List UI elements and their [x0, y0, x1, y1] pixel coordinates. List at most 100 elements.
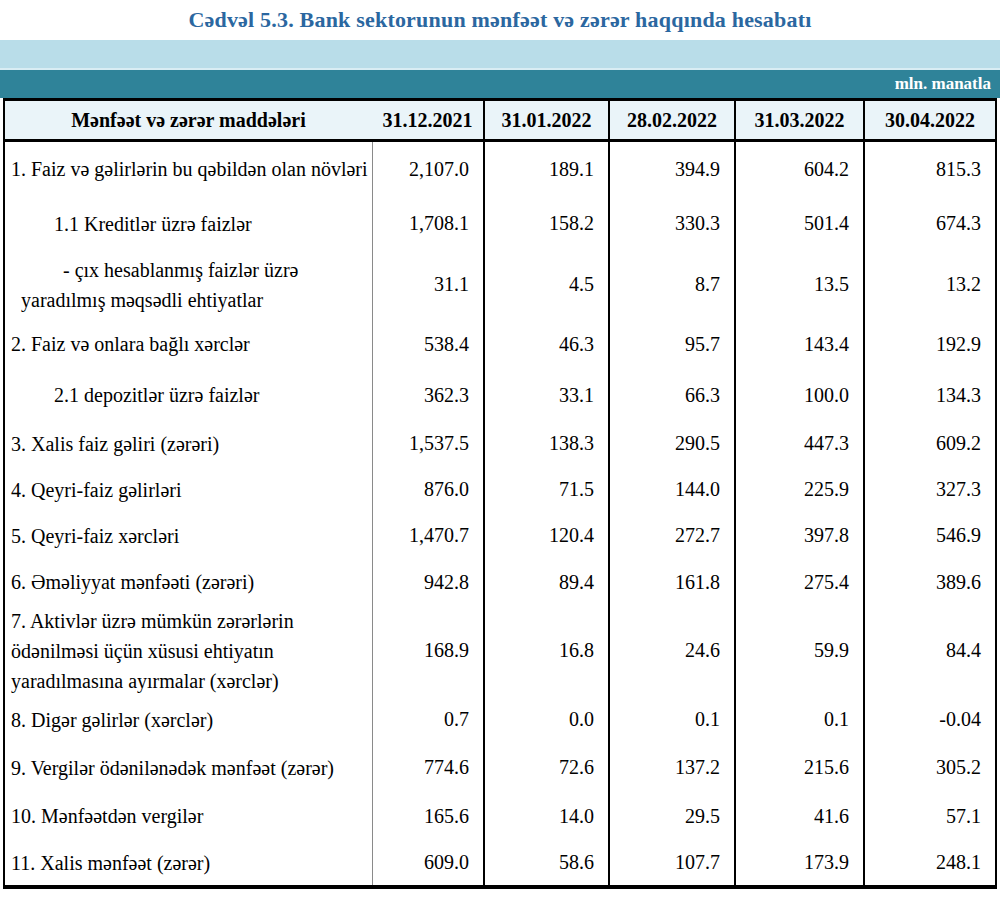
page-title: Cədvəl 5.3. Bank sektorunun mənfəət və z… — [0, 0, 1000, 40]
value-cell: 189.1 — [484, 141, 609, 197]
table-row: 4. Qeyri-faiz gəlirləri876.071.5144.0225… — [4, 467, 996, 513]
row-label: 10. Mənfəətdən vergilər — [4, 792, 372, 841]
value-cell: 89.4 — [484, 559, 609, 606]
column-header-date: 31.12.2021 — [372, 100, 484, 141]
value-cell: 2,107.0 — [372, 141, 484, 197]
row-label: 7. Aktivlər üzrə mümkün zərərlərin ödəni… — [4, 606, 372, 696]
table-row: 9. Vergilər ödənilənədək mənfəət (zərər)… — [4, 744, 996, 792]
pnl-table: Mənfəət və zərər maddələri31.12.202131.0… — [3, 98, 997, 889]
value-cell: 107.7 — [609, 841, 735, 887]
value-cell: 1,470.7 — [372, 513, 484, 559]
table-row: 2.1 depozitlər üzrə faizlər362.333.166.3… — [4, 370, 996, 421]
table-row: 1. Faiz və gəlirlərin bu qəbildən olan n… — [4, 141, 996, 197]
row-label: 5. Qeyri-faiz xərcləri — [4, 513, 372, 559]
value-cell: 8.7 — [609, 251, 735, 319]
header-row: Mənfəət və zərər maddələri31.12.202131.0… — [4, 100, 996, 141]
value-cell: 248.1 — [864, 841, 996, 887]
row-label: 2.1 depozitlər üzrə faizlər — [4, 370, 372, 421]
value-cell: 168.9 — [372, 606, 484, 696]
unit-band: mln. manatla — [0, 68, 1000, 98]
value-cell: 225.9 — [735, 467, 864, 513]
column-header-date: 31.03.2022 — [735, 100, 864, 141]
value-cell: 33.1 — [484, 370, 609, 421]
value-cell: 120.4 — [484, 513, 609, 559]
table-row: 2. Faiz və onlara bağlı xərclər538.446.3… — [4, 319, 996, 370]
table-row: 11. Xalis mənfəət (zərər)609.058.6107.71… — [4, 841, 996, 887]
value-cell: 0.7 — [372, 696, 484, 744]
value-cell: 501.4 — [735, 197, 864, 251]
value-cell: 362.3 — [372, 370, 484, 421]
row-label: 3. Xalis faiz gəliri (zərəri) — [4, 421, 372, 467]
value-cell: 327.3 — [864, 467, 996, 513]
value-cell: 173.9 — [735, 841, 864, 887]
value-cell: 58.6 — [484, 841, 609, 887]
unit-label: mln. manatla — [895, 74, 991, 93]
row-label: 2. Faiz və onlara bağlı xərclər — [4, 319, 372, 370]
row-label: 9. Vergilər ödənilənədək mənfəət (zərər) — [4, 744, 372, 792]
row-label: 1.1 Kreditlər üzrə faizlər — [4, 197, 372, 251]
value-cell: 275.4 — [735, 559, 864, 606]
value-cell: 876.0 — [372, 467, 484, 513]
row-label: 4. Qeyri-faiz gəlirləri — [4, 467, 372, 513]
value-cell: 330.3 — [609, 197, 735, 251]
value-cell: 0.0 — [484, 696, 609, 744]
table-row: 7. Aktivlər üzrə mümkün zərərlərin ödəni… — [4, 606, 996, 696]
value-cell: 1,708.1 — [372, 197, 484, 251]
value-cell: 609.0 — [372, 841, 484, 887]
page: Cədvəl 5.3. Bank sektorunun mənfəət və z… — [0, 0, 1000, 889]
value-cell: 46.3 — [484, 319, 609, 370]
value-cell: 942.8 — [372, 559, 484, 606]
row-label: 8. Digər gəlirlər (xərclər) — [4, 696, 372, 744]
value-cell: 394.9 — [609, 141, 735, 197]
row-label: - çıx hesablanmış faizlər üzrə yaradılmı… — [4, 251, 372, 319]
table-row: 5. Qeyri-faiz xərcləri1,470.7120.4272.73… — [4, 513, 996, 559]
top-accent-band — [0, 40, 1000, 68]
table-row: - çıx hesablanmış faizlər üzrə yaradılmı… — [4, 251, 996, 319]
table-body: 1. Faiz və gəlirlərin bu qəbildən olan n… — [4, 141, 996, 887]
value-cell: 59.9 — [735, 606, 864, 696]
value-cell: 1,537.5 — [372, 421, 484, 467]
value-cell: 16.8 — [484, 606, 609, 696]
value-cell: 143.4 — [735, 319, 864, 370]
table-row: 8. Digər gəlirlər (xərclər)0.70.00.10.1-… — [4, 696, 996, 744]
value-cell: 290.5 — [609, 421, 735, 467]
table-row: 3. Xalis faiz gəliri (zərəri)1,537.5138.… — [4, 421, 996, 467]
row-label: 1. Faiz və gəlirlərin bu qəbildən olan n… — [4, 141, 372, 197]
value-cell: 41.6 — [735, 792, 864, 841]
value-cell: 389.6 — [864, 559, 996, 606]
value-cell: 604.2 — [735, 141, 864, 197]
value-cell: 447.3 — [735, 421, 864, 467]
value-cell: 158.2 — [484, 197, 609, 251]
value-cell: 192.9 — [864, 319, 996, 370]
column-header-date: 31.01.2022 — [484, 100, 609, 141]
value-cell: 57.1 — [864, 792, 996, 841]
column-header-date: 28.02.2022 — [609, 100, 735, 141]
value-cell: 29.5 — [609, 792, 735, 841]
value-cell: 165.6 — [372, 792, 484, 841]
value-cell: 71.5 — [484, 467, 609, 513]
row-label: 6. Əməliyyat mənfəəti (zərəri) — [4, 559, 372, 606]
column-header-date: 30.04.2022 — [864, 100, 996, 141]
value-cell: 4.5 — [484, 251, 609, 319]
table-row: 1.1 Kreditlər üzrə faizlər1,708.1158.233… — [4, 197, 996, 251]
value-cell: 134.3 — [864, 370, 996, 421]
value-cell: 24.6 — [609, 606, 735, 696]
value-cell: 305.2 — [864, 744, 996, 792]
table-row: 6. Əməliyyat mənfəəti (zərəri)942.889.41… — [4, 559, 996, 606]
value-cell: 137.2 — [609, 744, 735, 792]
value-cell: 0.1 — [735, 696, 864, 744]
value-cell: 72.6 — [484, 744, 609, 792]
value-cell: 609.2 — [864, 421, 996, 467]
value-cell: 272.7 — [609, 513, 735, 559]
value-cell: 161.8 — [609, 559, 735, 606]
value-cell: 66.3 — [609, 370, 735, 421]
value-cell: 397.8 — [735, 513, 864, 559]
value-cell: 546.9 — [864, 513, 996, 559]
value-cell: 538.4 — [372, 319, 484, 370]
value-cell: 144.0 — [609, 467, 735, 513]
value-cell: 31.1 — [372, 251, 484, 319]
value-cell: 13.2 — [864, 251, 996, 319]
column-header-items: Mənfəət və zərər maddələri — [4, 100, 372, 141]
value-cell: 674.3 — [864, 197, 996, 251]
value-cell: 100.0 — [735, 370, 864, 421]
